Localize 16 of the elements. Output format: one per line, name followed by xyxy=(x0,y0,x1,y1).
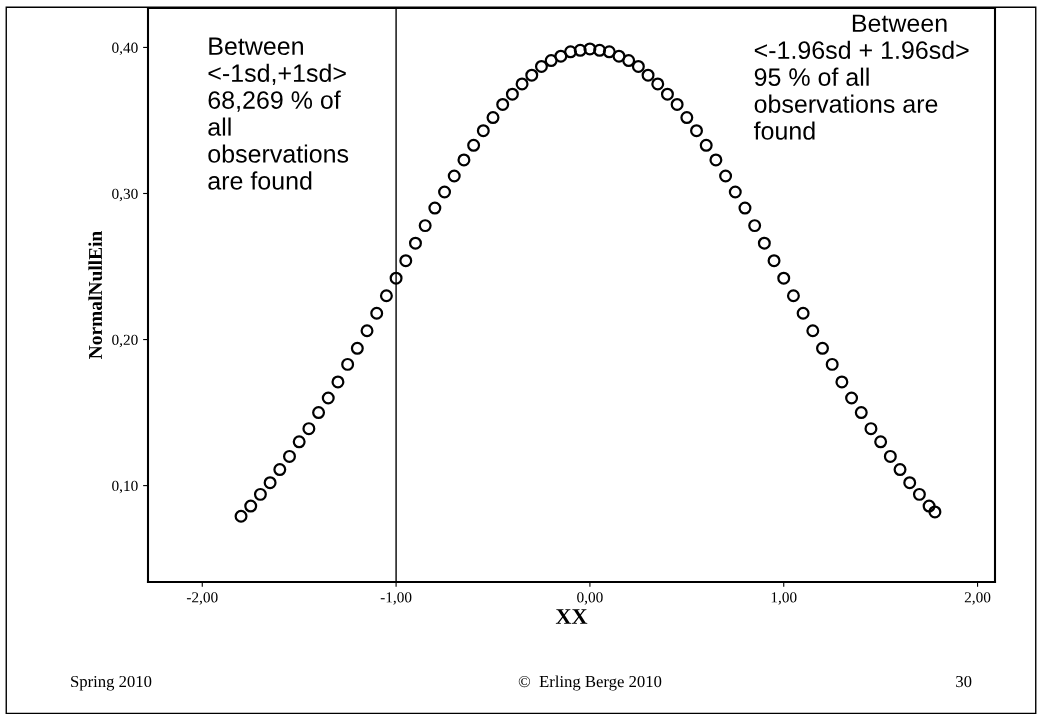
annotation: Between <-1.96sd + 1.96sd> 95 % of all observations are found xyxy=(753,14,969,140)
text: 30 xyxy=(956,675,972,688)
text: © Erling Berge 2010 xyxy=(518,675,662,691)
x-tick-label: 1,00 xyxy=(771,592,797,605)
y-tick-label: 0,10 xyxy=(112,480,138,494)
y-tick-label: 0,40 xyxy=(112,42,138,56)
x-tick-label: 0,00 xyxy=(577,592,603,605)
annotation: Between <-1sd,+1sd> 68,269 % of all observations are found xyxy=(208,37,349,190)
x-axis-title: XX xyxy=(555,609,588,624)
text: Spring 2010 xyxy=(71,675,152,691)
y-tick-label: 0,30 xyxy=(112,188,138,202)
y-axis-title: NormalNullEin xyxy=(88,231,103,359)
x-tick-label: -1,00 xyxy=(380,592,412,605)
x-tick-label: 2,00 xyxy=(964,592,991,605)
y-tick-label: 0,20 xyxy=(112,334,138,348)
x-tick-label: -2,00 xyxy=(186,592,218,605)
